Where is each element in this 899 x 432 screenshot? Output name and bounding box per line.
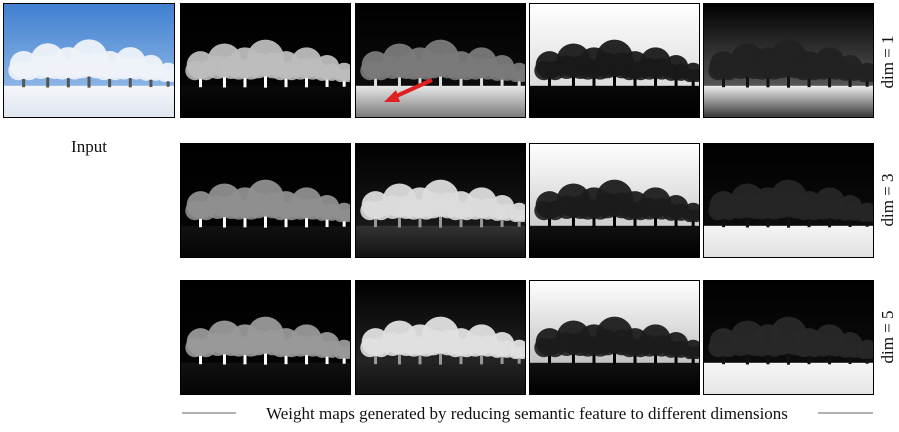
image-panel xyxy=(703,3,877,118)
caption: Weight maps generated by reducing semant… xyxy=(266,404,788,423)
image-panel xyxy=(529,143,703,258)
input-label: Input xyxy=(71,137,107,156)
row-label: dim = 3 xyxy=(878,173,897,226)
image-panel xyxy=(180,143,354,258)
image-panel xyxy=(355,143,529,258)
image-panel xyxy=(180,3,354,118)
image-panel xyxy=(355,3,529,118)
image-panel xyxy=(529,280,703,395)
image-panel xyxy=(703,143,877,258)
row-label: dim = 1 xyxy=(878,35,897,88)
image-panel xyxy=(180,280,354,395)
image-panel xyxy=(703,280,877,395)
image-panel xyxy=(3,3,178,118)
figure: Input dim = 1 dim = 3 dim = 5 Weight map… xyxy=(0,0,899,427)
image-panel xyxy=(355,280,529,395)
image-panel xyxy=(529,3,703,118)
panels xyxy=(3,3,877,395)
row-label: dim = 5 xyxy=(878,310,897,363)
